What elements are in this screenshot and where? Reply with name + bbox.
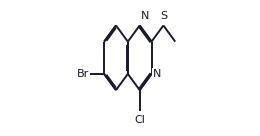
Text: Br: Br	[77, 69, 89, 79]
Text: S: S	[160, 11, 167, 21]
Text: N: N	[153, 69, 161, 79]
Text: N: N	[141, 11, 149, 21]
Text: Cl: Cl	[134, 115, 145, 125]
